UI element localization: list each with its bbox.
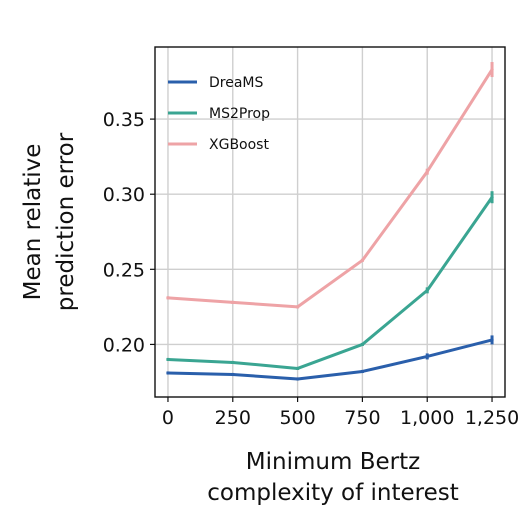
data-point-xgboost (425, 170, 429, 174)
axis-ticks: 0 250 500 750 1,000 1,250 0.20 0.25 0.30 0.35 (103, 109, 520, 429)
series-lines (166, 62, 494, 381)
legend-label-ms2prop: MS2Prop (209, 106, 270, 122)
data-point-ms2prop (490, 195, 494, 199)
data-point-xgboost (360, 258, 365, 262)
grid (155, 47, 505, 397)
legend-label-xgboost: XGBoost (209, 137, 269, 153)
data-point-dreams (295, 377, 300, 381)
x-tick-label: 1,000 (400, 407, 454, 429)
series-line-dreams (166, 338, 494, 381)
x-axis-title-line-1: Minimum Bertz (246, 449, 420, 475)
plot-frame (154, 46, 506, 398)
data-point-xgboost (231, 300, 235, 304)
data-point-dreams (490, 338, 494, 342)
legend: DreaMS MS2Prop XGBoost (168, 75, 270, 153)
x-tick-label: 750 (344, 407, 380, 429)
x-tick-label: 250 (215, 407, 251, 429)
y-tick-label: 0.25 (103, 259, 145, 281)
data-point-ms2prop (166, 357, 170, 362)
x-tick-label: 500 (279, 407, 315, 429)
series-line-ms2prop (166, 195, 494, 370)
y-axis-title-line-1: Mean relative (20, 144, 46, 301)
x-tick-label: 0 (162, 407, 174, 429)
y-axis-title-line-2: prediction error (53, 132, 79, 311)
data-point-xgboost (166, 296, 170, 300)
data-point-ms2prop (231, 360, 235, 365)
data-point-dreams (360, 369, 365, 374)
legend-label-dreams: DreaMS (209, 75, 264, 91)
data-point-xgboost (295, 305, 300, 309)
data-point-ms2prop (360, 342, 365, 347)
data-point-ms2prop (425, 288, 429, 292)
y-tick-label: 0.35 (103, 109, 145, 131)
y-tick-label: 0.30 (103, 184, 145, 206)
data-point-dreams (166, 371, 170, 375)
x-tick-label: 1,250 (465, 407, 519, 429)
data-point-ms2prop (295, 366, 300, 371)
data-point-dreams (231, 372, 235, 377)
x-axis-title-line-2: complexity of interest (207, 480, 459, 506)
series-line-xgboost (166, 68, 494, 309)
data-point-dreams (425, 354, 429, 359)
y-tick-label: 0.20 (103, 334, 145, 356)
data-point-xgboost (490, 67, 494, 72)
